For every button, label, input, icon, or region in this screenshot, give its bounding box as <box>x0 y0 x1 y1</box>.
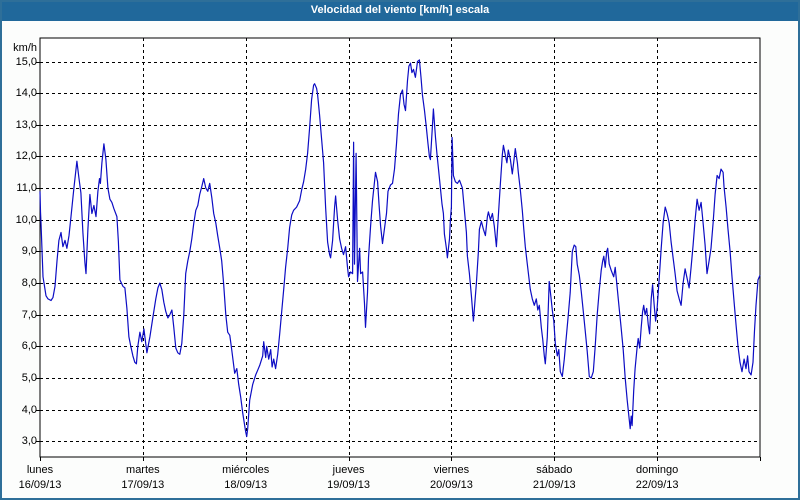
x-day-date-label: 20/09/13 <box>430 479 473 491</box>
y-tick-label: 11,0 <box>16 182 37 195</box>
y-tick-label: 6,0 <box>21 340 37 353</box>
y-tick-label: 15,0 <box>15 55 37 68</box>
plot-area-border <box>39 37 761 458</box>
y-tick-label: 5,0 <box>21 372 37 385</box>
x-day-name-label: viernes <box>433 464 470 476</box>
x-day-date-label: 17/09/13 <box>121 479 165 491</box>
y-tick-label: 12,0 <box>15 150 37 163</box>
wind-speed-series-line <box>39 59 761 438</box>
chart-title-bar: Velocidad del viento [km/h] escala <box>2 2 798 21</box>
y-tick-label: 4,0 <box>21 403 37 416</box>
x-day-name-label: martes <box>126 464 160 476</box>
x-day-date-label: 19/09/13 <box>327 479 370 491</box>
x-day-name-label: lunes <box>26 464 54 476</box>
y-tick-label: 10,0 <box>15 213 37 226</box>
x-day-name-label: jueves <box>332 464 365 476</box>
x-day-name-label: miércoles <box>222 464 270 476</box>
x-day-date-label: 18/09/13 <box>224 479 268 491</box>
y-tick-label: 13,0 <box>15 118 37 131</box>
y-tick-label: 7,0 <box>21 308 37 321</box>
y-tick-label: 8,0 <box>21 277 37 290</box>
y-tick-label: 9,0 <box>21 245 37 258</box>
x-day-name-label: domingo <box>636 464 679 476</box>
y-tick-label: 14,0 <box>15 87 37 100</box>
x-day-date-label: 21/09/13 <box>532 479 576 491</box>
x-day-date-label: 16/09/13 <box>18 479 62 491</box>
y-tick-label: 3,0 <box>21 435 37 448</box>
x-day-date-label: 22/09/13 <box>635 479 679 491</box>
x-day-name-label: sábado <box>536 464 573 476</box>
y-axis-unit-label: km/h <box>13 42 37 54</box>
